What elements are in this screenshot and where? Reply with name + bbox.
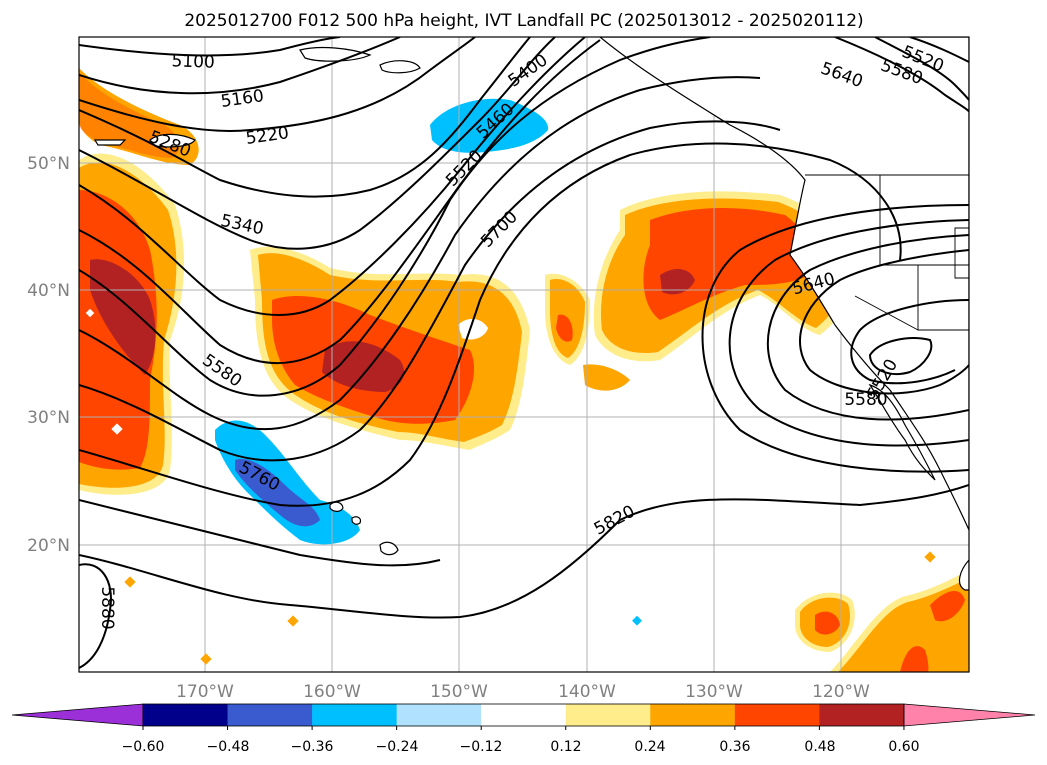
colorbar-tick-label: −0.60 bbox=[122, 739, 165, 755]
islands bbox=[93, 46, 421, 556]
map-content: 5100 5160 5220 5280 5340 5400 5460 5520 … bbox=[79, 37, 969, 672]
contour-east-low-3 bbox=[766, 234, 969, 421]
colorbar-tick-label: −0.48 bbox=[207, 739, 250, 755]
lat-label-20: 20°N bbox=[27, 536, 70, 556]
colorbar-segment bbox=[312, 704, 398, 726]
contour-5640 bbox=[79, 120, 781, 462]
contour-5160 bbox=[79, 37, 401, 95]
colorbar-segment bbox=[819, 704, 905, 726]
contour-east-5580 bbox=[874, 37, 969, 101]
lon-label-120w: 120°W bbox=[812, 682, 870, 702]
contour-5580 bbox=[79, 76, 761, 431]
colorbar-segment bbox=[227, 704, 313, 726]
lon-label-170w: 170°W bbox=[176, 682, 234, 702]
contour-5760 bbox=[79, 499, 441, 567]
lon-label-150w: 150°W bbox=[430, 682, 488, 702]
colorbar-tick-label: −0.24 bbox=[376, 739, 419, 755]
colorbar-segment bbox=[143, 704, 229, 726]
contour-label: 5580 bbox=[844, 390, 887, 410]
colorbar-tick-label: 0.12 bbox=[550, 739, 581, 755]
contour-5820 bbox=[79, 484, 969, 619]
colorbar-segment bbox=[481, 704, 567, 726]
colorbar-segment bbox=[734, 704, 820, 726]
contour-5340 bbox=[79, 37, 556, 250]
colorbar bbox=[11, 703, 1036, 730]
colorbar-labels: −0.60 −0.48 −0.36 −0.24 −0.12 0.12 0.24 … bbox=[122, 739, 920, 755]
contour-5460 bbox=[79, 39, 601, 365]
colorbar-segment bbox=[396, 704, 482, 726]
colorbar-segment bbox=[565, 704, 651, 726]
contour-5700 bbox=[79, 142, 902, 507]
colorbar-tick-label: −0.12 bbox=[460, 739, 503, 755]
ivt-positive-central bbox=[250, 246, 530, 450]
lat-label-50: 50°N bbox=[27, 154, 70, 174]
map-frame bbox=[78, 36, 970, 673]
colorbar-segment bbox=[650, 704, 736, 726]
contour-east-low-1 bbox=[799, 249, 969, 395]
colorbar-tick-label: 0.36 bbox=[719, 739, 750, 755]
contour-5220 bbox=[79, 37, 476, 132]
contour-5400 bbox=[79, 37, 586, 316]
map-title: 2025012700 F012 500 hPa height, IVT Land… bbox=[184, 11, 863, 31]
contour-5880 bbox=[79, 563, 112, 669]
contour-east-low-6 bbox=[868, 337, 933, 375]
latitude-labels: 50°N 40°N 30°N 20°N bbox=[27, 154, 70, 556]
longitude-labels: 170°W 160°W 150°W 140°W 130°W 120°W bbox=[176, 682, 870, 702]
contour-east-low-2 bbox=[850, 299, 969, 385]
contour-label: 5100 bbox=[171, 51, 215, 72]
colorbar-tick-label: 0.24 bbox=[634, 739, 665, 755]
ivt-positive-southeast bbox=[795, 570, 969, 672]
height-contours bbox=[79, 37, 969, 669]
lon-label-160w: 160°W bbox=[303, 682, 361, 702]
contour-east-low-5 bbox=[701, 204, 969, 473]
contour-east-5640 bbox=[834, 37, 969, 113]
lat-label-40: 40°N bbox=[27, 281, 70, 301]
lon-label-130w: 130°W bbox=[685, 682, 743, 702]
colorbar-tick-label: −0.36 bbox=[291, 739, 334, 755]
contour-east-5520 bbox=[909, 37, 969, 63]
lat-label-30: 30°N bbox=[27, 408, 70, 428]
colorbar-tick-label: 0.60 bbox=[888, 739, 919, 755]
colorbar-frame bbox=[142, 703, 905, 727]
colorbar-extend-low bbox=[11, 703, 144, 727]
lon-label-140w: 140°W bbox=[558, 682, 616, 702]
colorbar-tick-label: 0.48 bbox=[804, 739, 835, 755]
ivt-positive-east bbox=[545, 191, 870, 391]
contour-east-low-4 bbox=[728, 219, 969, 447]
contour-5520 bbox=[79, 37, 711, 397]
contour-label: 5880 bbox=[97, 586, 117, 629]
contour-5100 bbox=[79, 37, 341, 57]
colorbar-extend-high bbox=[903, 703, 1036, 727]
contour-5280 bbox=[79, 37, 531, 198]
